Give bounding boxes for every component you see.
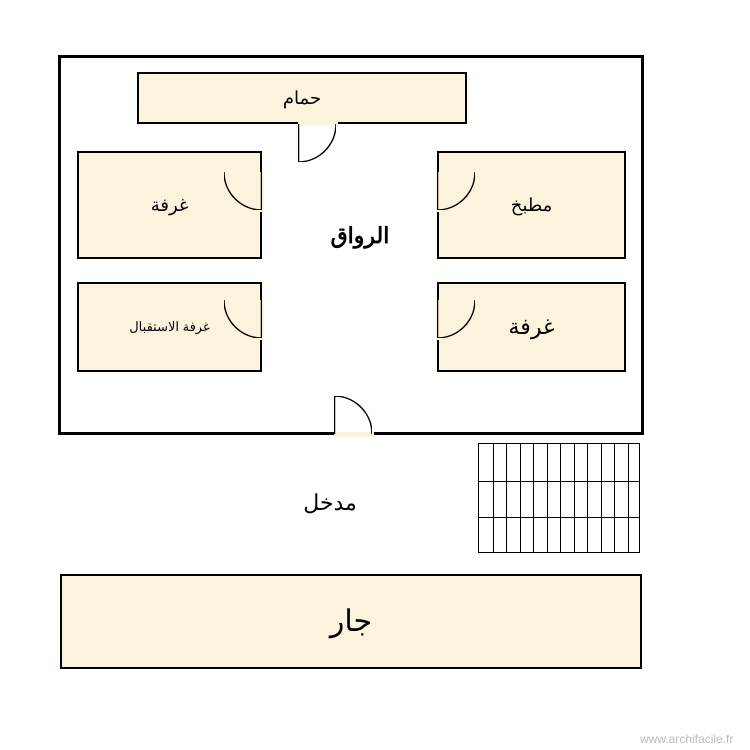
door-bathroom-icon <box>298 124 336 162</box>
room-bedroom-right-label: غرفة <box>509 314 555 340</box>
door-reception-icon <box>224 300 262 338</box>
label-entrance: مدخل <box>270 490 390 516</box>
stairs <box>478 443 640 553</box>
room-reception-label: غرفة الاستقبال <box>129 319 210 335</box>
door-kitchen-icon <box>437 172 475 210</box>
room-neighbor-label: جار <box>330 604 372 639</box>
room-bedroom-left-label: غرفة <box>151 195 189 216</box>
room-neighbor: جار <box>60 574 642 669</box>
door-bedroom-l-icon <box>224 172 262 210</box>
watermark: www.archifacile.fr <box>640 732 733 746</box>
room-bathroom: حمام <box>137 72 467 124</box>
door-hallway-icon <box>334 396 372 434</box>
label-hallway: الرواق <box>300 223 420 249</box>
room-bathroom-label: حمام <box>283 88 321 109</box>
room-kitchen-label: مطبخ <box>511 195 552 216</box>
door-bedroom-r-icon <box>437 300 475 338</box>
